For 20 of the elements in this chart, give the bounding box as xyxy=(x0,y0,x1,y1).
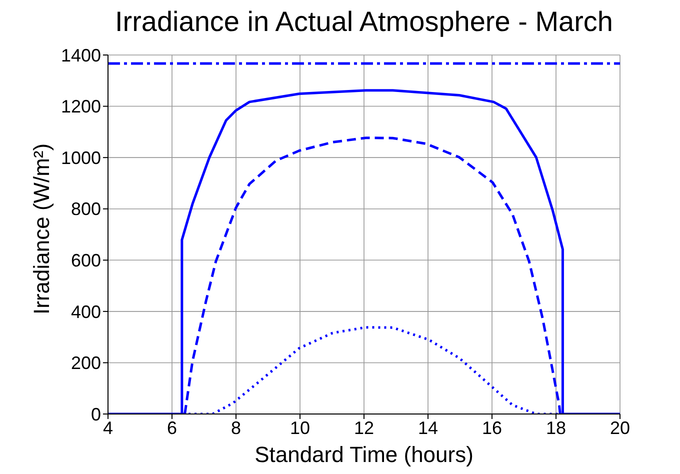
y-tick-label: 1400 xyxy=(60,45,101,66)
chart-title: Irradiance in Actual Atmosphere - March xyxy=(114,6,614,38)
y-tick-label: 600 xyxy=(70,250,101,271)
x-tick-label: 16 xyxy=(482,418,502,438)
x-tick-label: 10 xyxy=(290,418,310,438)
x-tick-label: 20 xyxy=(610,418,630,438)
y-tick-label: 1200 xyxy=(60,96,101,117)
y-axis-title: Irradiance (W/m²) xyxy=(28,143,54,314)
x-tick-label: 4 xyxy=(102,418,114,438)
x-axis-title: Standard Time (hours) xyxy=(254,442,474,467)
y-tick-label: 1000 xyxy=(60,148,101,168)
x-tick-label: 6 xyxy=(166,418,178,438)
x-tick-label: 18 xyxy=(546,418,566,438)
y-tick-label: 0 xyxy=(90,404,101,424)
y-tick-label: 200 xyxy=(70,353,101,374)
y-tick-label: 400 xyxy=(70,302,101,322)
x-tick-label: 14 xyxy=(418,418,438,438)
x-tick-label: 8 xyxy=(230,418,242,438)
x-tick-label: 12 xyxy=(354,418,374,438)
y-tick-label: 800 xyxy=(70,199,101,220)
